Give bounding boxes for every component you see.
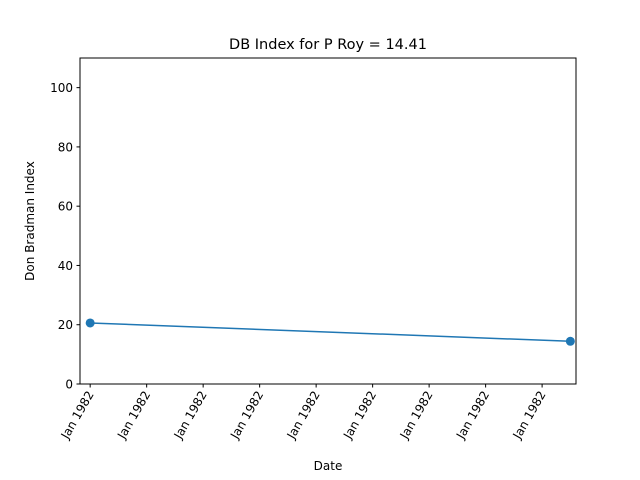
plot-frame — [79, 57, 577, 385]
data-point — [85, 318, 95, 328]
y-tick-label: 100 — [50, 81, 73, 95]
y-tick-label: 60 — [58, 200, 73, 214]
y-axis: 0 20 40 60 80 100 — [50, 81, 80, 392]
plot-area — [79, 57, 577, 385]
y-tick-label: 0 — [65, 378, 73, 392]
x-axis-label: Date — [314, 459, 343, 473]
y-axis-label: Don Bradman Index — [23, 161, 37, 281]
y-tick-label: 80 — [58, 140, 73, 154]
chart-title: DB Index for P Roy = 14.41 — [229, 37, 427, 53]
y-tick-label: 20 — [58, 318, 73, 332]
data-point — [565, 336, 575, 346]
series-line — [90, 322, 571, 343]
y-tick-label: 40 — [58, 259, 73, 273]
series-layer — [85, 318, 575, 346]
